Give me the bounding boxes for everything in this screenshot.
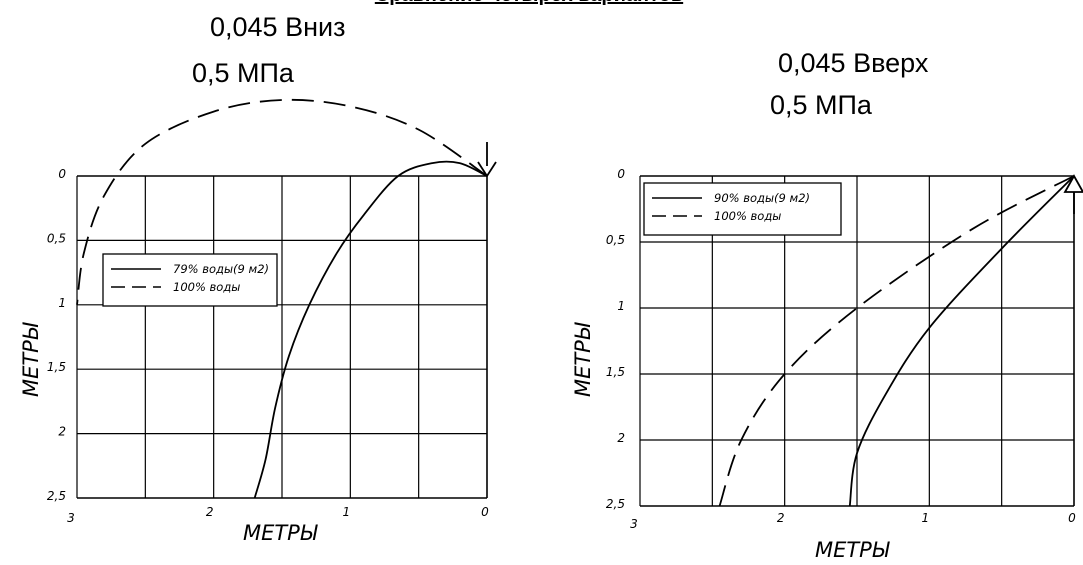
- x-tick-label: 2: [777, 511, 785, 525]
- x-tick-label: 0: [1068, 511, 1076, 525]
- x-tick-label: 3: [630, 517, 638, 531]
- x-axis-label: МЕТРЫ: [815, 538, 890, 562]
- y-tick-label: 2: [58, 425, 66, 439]
- y-tick-label: 1,5: [606, 365, 625, 379]
- arrow-head: [1063, 174, 1083, 193]
- left-caption-pressure: 0,5 МПа: [192, 58, 294, 88]
- page-heading: Сравнение четырех вариантов: [322, 0, 736, 8]
- chart-grid: [76, 175, 488, 499]
- x-tick-label: 1: [922, 511, 930, 525]
- arrow-up-icon: [1063, 174, 1083, 214]
- chart-legend: 79% воды(9 м2) 100% воды: [102, 253, 278, 307]
- y-tick-label: 2: [617, 431, 625, 445]
- y-tick-label: 1,5: [47, 360, 66, 374]
- legend-box: [643, 182, 842, 236]
- y-tick-label: 0: [617, 167, 625, 181]
- right-caption-pressure: 0,5 МПа: [770, 90, 872, 120]
- chart-grid: [639, 175, 1075, 507]
- y-tick-label: 1: [58, 296, 66, 310]
- y-tick-label: 0: [58, 167, 66, 181]
- right-caption-direction: 0,045 Вверх: [778, 48, 929, 78]
- x-axis-label: МЕТРЫ: [243, 521, 318, 545]
- arrow-down-icon: [477, 142, 497, 178]
- legend-label: 100% воды: [714, 209, 781, 223]
- left-caption-direction: 0,045 Вниз: [210, 12, 346, 42]
- x-tick-label: 3: [67, 511, 75, 525]
- chart-legend: 90% воды(9 м2) 100% воды: [643, 182, 842, 236]
- x-tick-label: 0: [481, 505, 489, 519]
- y-axis-label: МЕТРЫ: [19, 322, 43, 397]
- arrow-head: [477, 161, 497, 178]
- y-tick-label: 0,5: [606, 233, 625, 247]
- y-tick-label: 2,5: [606, 497, 625, 511]
- x-tick-label: 1: [343, 505, 351, 519]
- y-axis-label: МЕТРЫ: [571, 322, 595, 397]
- legend-label: 90% воды(9 м2): [714, 191, 810, 205]
- legend-label: 79% воды(9 м2): [173, 262, 269, 276]
- series-solid-line: [253, 160, 488, 499]
- series-dashed-line: [718, 175, 1075, 507]
- series-solid-line: [848, 175, 1075, 507]
- legend-box: [102, 253, 278, 307]
- series-dashed-line: [76, 98, 488, 305]
- x-tick-label: 2: [206, 505, 214, 519]
- y-tick-label: 1: [617, 299, 625, 313]
- y-tick-label: 0,5: [47, 231, 66, 245]
- legend-label: 100% воды: [173, 280, 240, 294]
- y-tick-label: 2,5: [47, 489, 66, 503]
